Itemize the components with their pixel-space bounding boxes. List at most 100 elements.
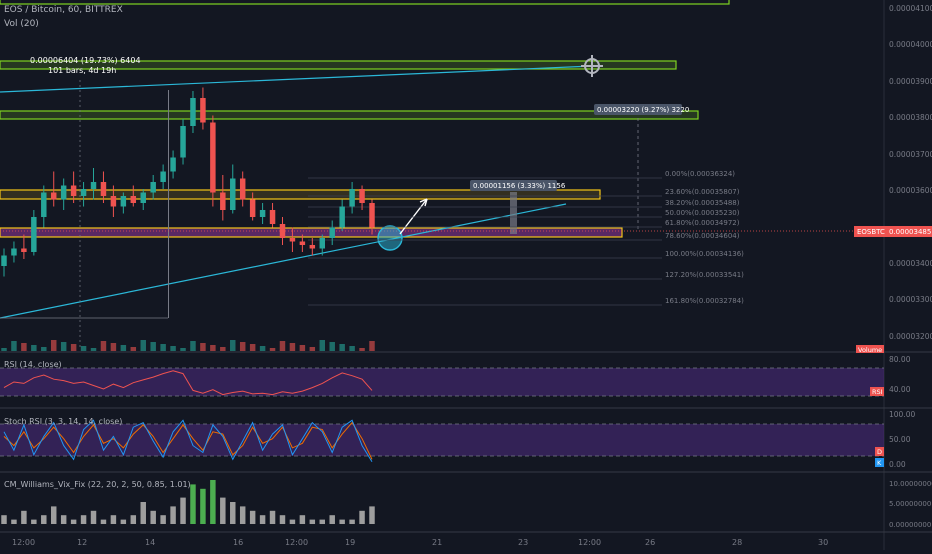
candle-body <box>349 189 355 207</box>
candle-body <box>329 227 335 238</box>
vix-tick-5: 5.00000000 <box>889 500 931 508</box>
rsi-tick-40: 40.00 <box>889 385 911 394</box>
price-axis[interactable]: 0.00004100 0.00004000 0.00003900 0.00003… <box>889 4 932 341</box>
price-tick: 0.00003200 <box>889 332 932 341</box>
candle-body <box>269 210 276 224</box>
rsi-label[interactable]: RSI (14, close) <box>4 360 62 369</box>
measure-long-line1: 0.00006404 (19.73%) 6404 <box>30 56 141 65</box>
vix-bar <box>249 510 256 524</box>
measure-short-box <box>470 180 557 191</box>
price-tick: 0.00003400 <box>889 259 932 268</box>
time-tick: 12:00 <box>12 538 35 547</box>
price-tick: 0.00003800 <box>889 113 932 122</box>
candle-body <box>60 185 67 200</box>
volume-bar <box>259 346 266 351</box>
green-zone-upper[interactable] <box>0 60 677 70</box>
volume-bar <box>50 340 57 351</box>
volume-bar <box>31 345 37 351</box>
volume-bar <box>249 344 256 351</box>
candle-body <box>70 185 77 196</box>
volume-bar <box>100 341 107 351</box>
vix-bar <box>31 519 37 524</box>
time-axis[interactable]: 12:00 12 14 16 12:00 19 21 23 12:00 26 2… <box>12 538 828 547</box>
candle-body <box>190 98 196 126</box>
vix-bar <box>210 480 216 524</box>
candle-body <box>200 98 206 123</box>
volume-bar <box>60 342 67 351</box>
candle-body <box>170 157 176 172</box>
candle-body <box>90 182 97 189</box>
volume-indicator-label[interactable]: Vol (20) <box>4 19 39 29</box>
candle-body <box>130 196 137 203</box>
candle-body <box>41 192 47 217</box>
vix-label[interactable]: CM_Williams_Vix_Fix (22, 20, 2, 50, 0.85… <box>4 480 191 489</box>
volume-bar <box>339 344 345 351</box>
green-zone-top[interactable] <box>0 0 730 5</box>
candle-body <box>160 171 166 182</box>
magenta-support-zone[interactable] <box>0 227 623 238</box>
symbol-title[interactable]: EOS / Bitcoin, 60, BITTREX <box>4 5 123 15</box>
vix-bar <box>269 510 276 524</box>
rsi-badge-box <box>870 387 884 396</box>
fib-level-1: 23.60%(0.00035807) <box>665 188 740 196</box>
candle-body <box>339 206 345 228</box>
time-tick: 19 <box>345 538 355 547</box>
candle-body <box>1 255 7 266</box>
stoch-tick-50: 50.00 <box>889 435 911 444</box>
fib-labels: 0.00%(0.00036324) 23.60%(0.00035807) 38.… <box>665 170 744 305</box>
vix-bar <box>190 484 196 524</box>
vix-bar <box>170 506 176 524</box>
price-tick: 0.00003900 <box>889 77 932 86</box>
volume-badge: Volume <box>858 346 882 354</box>
fib-level-2: 38.20%(0.00035488) <box>665 199 740 207</box>
volume-bar <box>80 346 87 351</box>
projection-arrow-head <box>419 198 428 207</box>
stoch-d-badge-box <box>875 447 884 456</box>
vix-bar <box>180 497 186 524</box>
measure-right-box <box>594 104 682 115</box>
upper-trendline[interactable] <box>0 65 593 93</box>
volume-bar <box>369 341 375 351</box>
target-crosshair-icon[interactable] <box>581 55 603 77</box>
time-tick: 12:00 <box>285 538 308 547</box>
vix-bar <box>100 519 107 524</box>
vix-tick-10: 10.00000000 <box>889 480 932 488</box>
price-tick: 0.00004000 <box>889 40 932 49</box>
volume-bar <box>309 347 316 351</box>
yellow-resistance-zone[interactable] <box>0 189 601 200</box>
stoch-label[interactable]: Stoch RSI (3, 3, 14, 14, close) <box>4 417 122 426</box>
candle-body <box>289 238 296 242</box>
support-circle-marker[interactable] <box>377 225 403 251</box>
vix-bar <box>289 519 296 524</box>
time-tick: 23 <box>518 538 528 547</box>
volume-bar <box>150 342 156 351</box>
candle-body <box>319 238 326 249</box>
candle-body <box>120 196 127 207</box>
fib-retracement[interactable] <box>308 177 662 306</box>
vix-bar <box>309 519 316 524</box>
vix-bar <box>150 510 156 524</box>
volume-bar <box>349 346 355 351</box>
volume-bar <box>319 340 326 351</box>
price-tick: 0.00003700 <box>889 150 932 159</box>
lower-trendline[interactable] <box>0 203 567 319</box>
candle-body <box>210 122 216 193</box>
green-zone-middle[interactable] <box>0 110 699 120</box>
vix-bar <box>200 488 206 524</box>
candle-body <box>369 203 375 228</box>
vix-bar <box>41 515 47 524</box>
volume-bar <box>11 341 17 351</box>
time-tick: 21 <box>432 538 442 547</box>
candle-body <box>230 178 236 210</box>
vix-bar <box>90 510 97 524</box>
vix-bar <box>21 510 27 524</box>
volume-badge-box <box>856 345 884 353</box>
vix-bar <box>120 519 127 524</box>
candle-body <box>50 192 57 200</box>
projection-arrow[interactable] <box>399 198 428 235</box>
measure-long-line2: 101 bars, 4d 19h <box>48 66 116 75</box>
stoch-k-line <box>3 419 373 462</box>
drawings-layer[interactable] <box>0 0 884 350</box>
